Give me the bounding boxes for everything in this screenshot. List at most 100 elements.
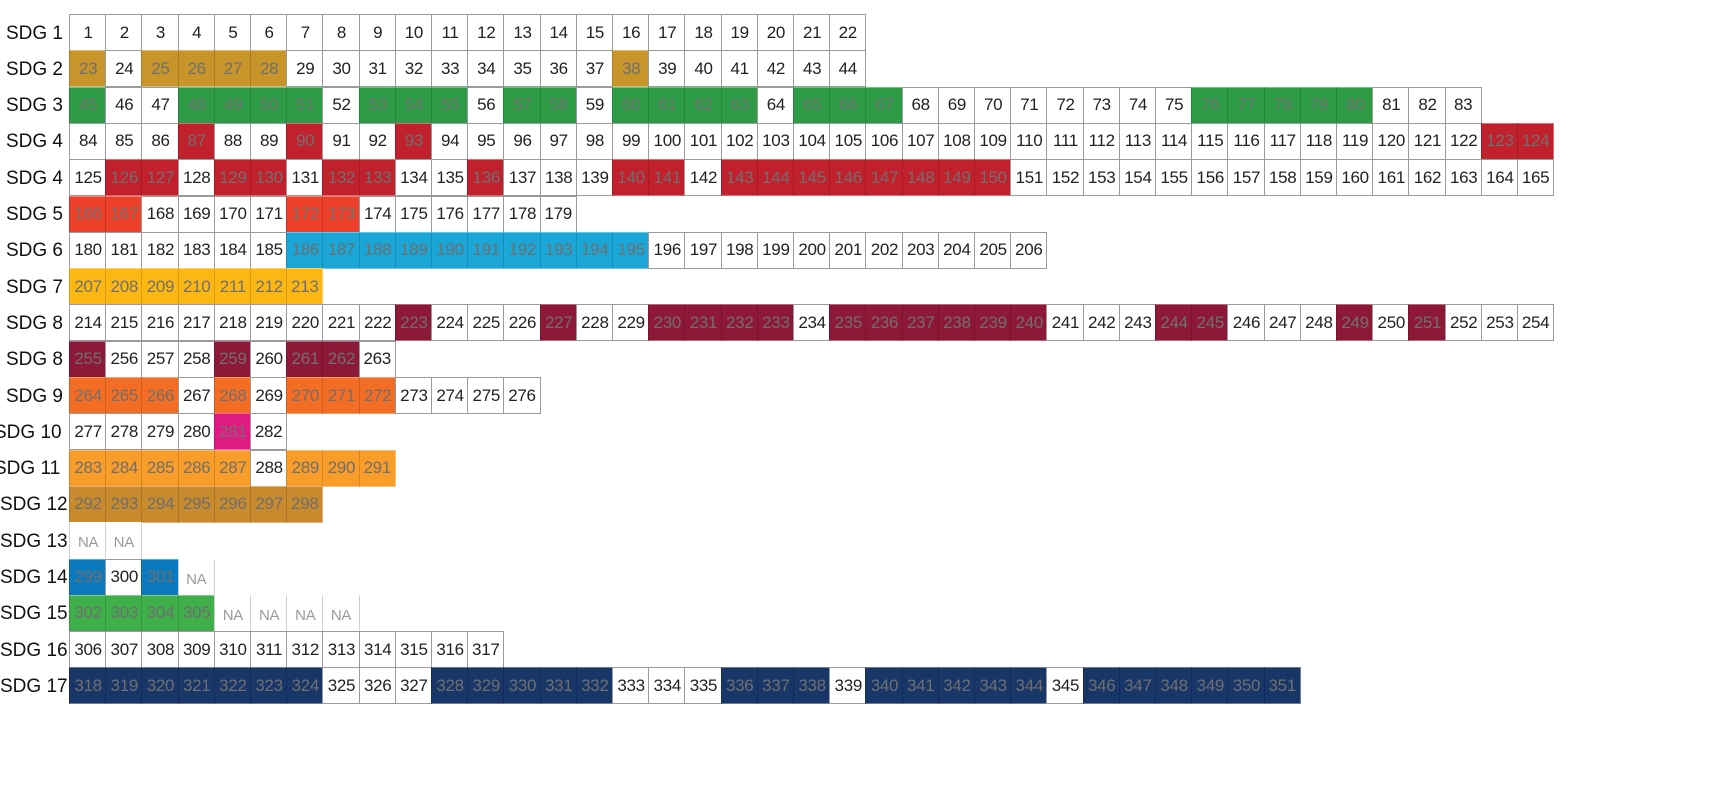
grid-cell: 98 bbox=[575, 122, 613, 160]
grid-cell: 29 bbox=[286, 50, 324, 88]
grid-cell: 113 bbox=[1118, 122, 1156, 160]
grid-cell-highlighted: 244 bbox=[1155, 304, 1193, 342]
grid-cell: 88 bbox=[213, 122, 251, 160]
grid-cell-highlighted: 209 bbox=[141, 268, 179, 306]
grid-cell: 151 bbox=[1010, 159, 1048, 197]
grid-cell: 180 bbox=[69, 231, 107, 269]
grid-cell: 177 bbox=[467, 195, 505, 233]
grid-cell: 202 bbox=[865, 231, 903, 269]
grid-cell: 310 bbox=[213, 631, 251, 669]
grid-cell: 154 bbox=[1118, 159, 1156, 197]
grid-cell: 205 bbox=[974, 231, 1012, 269]
grid-cell-highlighted: 231 bbox=[684, 304, 722, 342]
grid-cell: 256 bbox=[105, 340, 143, 378]
grid-cell: 91 bbox=[322, 122, 360, 160]
grid-cell: 139 bbox=[575, 159, 613, 197]
grid-cell: 22 bbox=[829, 14, 867, 51]
grid-cell: 196 bbox=[648, 231, 686, 269]
grid-cell: 313 bbox=[322, 631, 360, 669]
grid-cell: 33 bbox=[431, 50, 469, 88]
row-label: SDG 8 bbox=[5, 349, 63, 371]
grid-cell-highlighted: 285 bbox=[141, 449, 179, 487]
grid-cell-highlighted: 189 bbox=[394, 231, 432, 269]
grid-cell: 116 bbox=[1227, 122, 1265, 160]
grid-cell-highlighted: 323 bbox=[250, 667, 288, 705]
grid-cell-highlighted: 289 bbox=[286, 449, 324, 487]
grid-cell: 247 bbox=[1263, 304, 1301, 342]
grid-cell: 260 bbox=[250, 340, 288, 378]
grid-cell: 164 bbox=[1480, 159, 1518, 197]
grid-cell: 241 bbox=[1046, 304, 1084, 342]
grid-cell-na: NA bbox=[105, 522, 143, 560]
grid-cell-highlighted: 304 bbox=[141, 594, 179, 632]
grid-cell-highlighted: 251 bbox=[1408, 304, 1446, 342]
grid-cell: 316 bbox=[431, 631, 469, 669]
grid-cell: 3 bbox=[141, 14, 179, 51]
grid-cell-highlighted: 87 bbox=[177, 122, 215, 160]
grid-cell-highlighted: 284 bbox=[105, 449, 143, 487]
row-label: SDG 10 bbox=[0, 421, 62, 443]
grid-cell-highlighted: 295 bbox=[177, 485, 215, 523]
grid-cell: 107 bbox=[901, 122, 939, 160]
grid-cell-highlighted: 337 bbox=[756, 667, 794, 705]
grid-cell: 6 bbox=[250, 14, 288, 51]
grid-cell: 162 bbox=[1408, 159, 1446, 197]
grid-cell: 36 bbox=[539, 50, 577, 88]
grid-cell: 309 bbox=[177, 631, 215, 669]
grid-cell: 108 bbox=[937, 122, 975, 160]
grid-cell-highlighted: 54 bbox=[394, 86, 432, 124]
grid-cell: 311 bbox=[250, 631, 288, 669]
grid-cell-highlighted: 305 bbox=[177, 594, 215, 632]
grid-cell-highlighted: 266 bbox=[141, 377, 179, 414]
grid-cell: 111 bbox=[1046, 122, 1084, 160]
grid-cell-highlighted: 346 bbox=[1082, 667, 1120, 705]
grid-cell: 115 bbox=[1191, 122, 1229, 160]
grid-cell: 64 bbox=[756, 86, 794, 124]
grid-cell: 282 bbox=[250, 413, 288, 451]
row-label: SDG 14 bbox=[0, 567, 68, 588]
grid-cell: 217 bbox=[177, 304, 215, 342]
grid-cell-highlighted: 172 bbox=[286, 195, 324, 233]
grid-cell-highlighted: 53 bbox=[358, 86, 396, 124]
grid-cell-highlighted: 255 bbox=[69, 340, 107, 378]
grid-cell-highlighted: 150 bbox=[974, 159, 1012, 197]
grid-cell-highlighted: 66 bbox=[829, 86, 867, 124]
grid-cell-highlighted: 336 bbox=[720, 667, 758, 705]
grid-cell: 206 bbox=[1010, 231, 1048, 269]
grid-cell-na: NA bbox=[177, 558, 215, 596]
grid-cell: 246 bbox=[1227, 304, 1265, 342]
grid-cell: 117 bbox=[1263, 122, 1301, 160]
grid-cell-highlighted: 332 bbox=[575, 667, 613, 705]
grid-cell-highlighted: 194 bbox=[575, 231, 613, 269]
row-label: SDG 12 bbox=[0, 494, 68, 516]
grid-cell: 37 bbox=[575, 50, 613, 88]
grid-cell: 174 bbox=[358, 195, 396, 233]
grid-cell-highlighted: 293 bbox=[105, 485, 143, 523]
grid-cell: 204 bbox=[937, 231, 975, 269]
row-label: SDG 6 bbox=[5, 240, 63, 262]
grid-cell: 109 bbox=[974, 122, 1012, 160]
grid-cell-highlighted: 341 bbox=[901, 667, 939, 705]
grid-cell-highlighted: 213 bbox=[286, 268, 324, 306]
grid-cell-highlighted: 143 bbox=[720, 159, 758, 197]
grid-cell-highlighted: 322 bbox=[213, 667, 251, 705]
grid-cell: 40 bbox=[684, 50, 722, 88]
grid-cell-highlighted: 63 bbox=[720, 86, 758, 124]
grid-cell: 248 bbox=[1299, 304, 1337, 342]
grid-cell-highlighted: 191 bbox=[467, 231, 505, 269]
grid-cell-highlighted: 240 bbox=[1010, 304, 1048, 342]
grid-cell: 155 bbox=[1155, 159, 1193, 197]
grid-cell: 221 bbox=[322, 304, 360, 342]
grid-cell-highlighted: 286 bbox=[177, 449, 215, 487]
grid-cell: 131 bbox=[286, 159, 324, 197]
grid-cell: 275 bbox=[467, 377, 505, 414]
grid-cell: 43 bbox=[793, 50, 831, 88]
grid-cell: 101 bbox=[684, 122, 722, 160]
grid-cell-highlighted: 302 bbox=[69, 594, 107, 632]
grid-cell: 5 bbox=[213, 14, 251, 51]
grid-cell-highlighted: 210 bbox=[177, 268, 215, 306]
grid-cell-highlighted: 350 bbox=[1227, 667, 1265, 705]
grid-cell-highlighted: 211 bbox=[213, 268, 251, 306]
grid-cell-highlighted: 51 bbox=[286, 86, 324, 124]
row-label: SDG 7 bbox=[5, 276, 63, 298]
